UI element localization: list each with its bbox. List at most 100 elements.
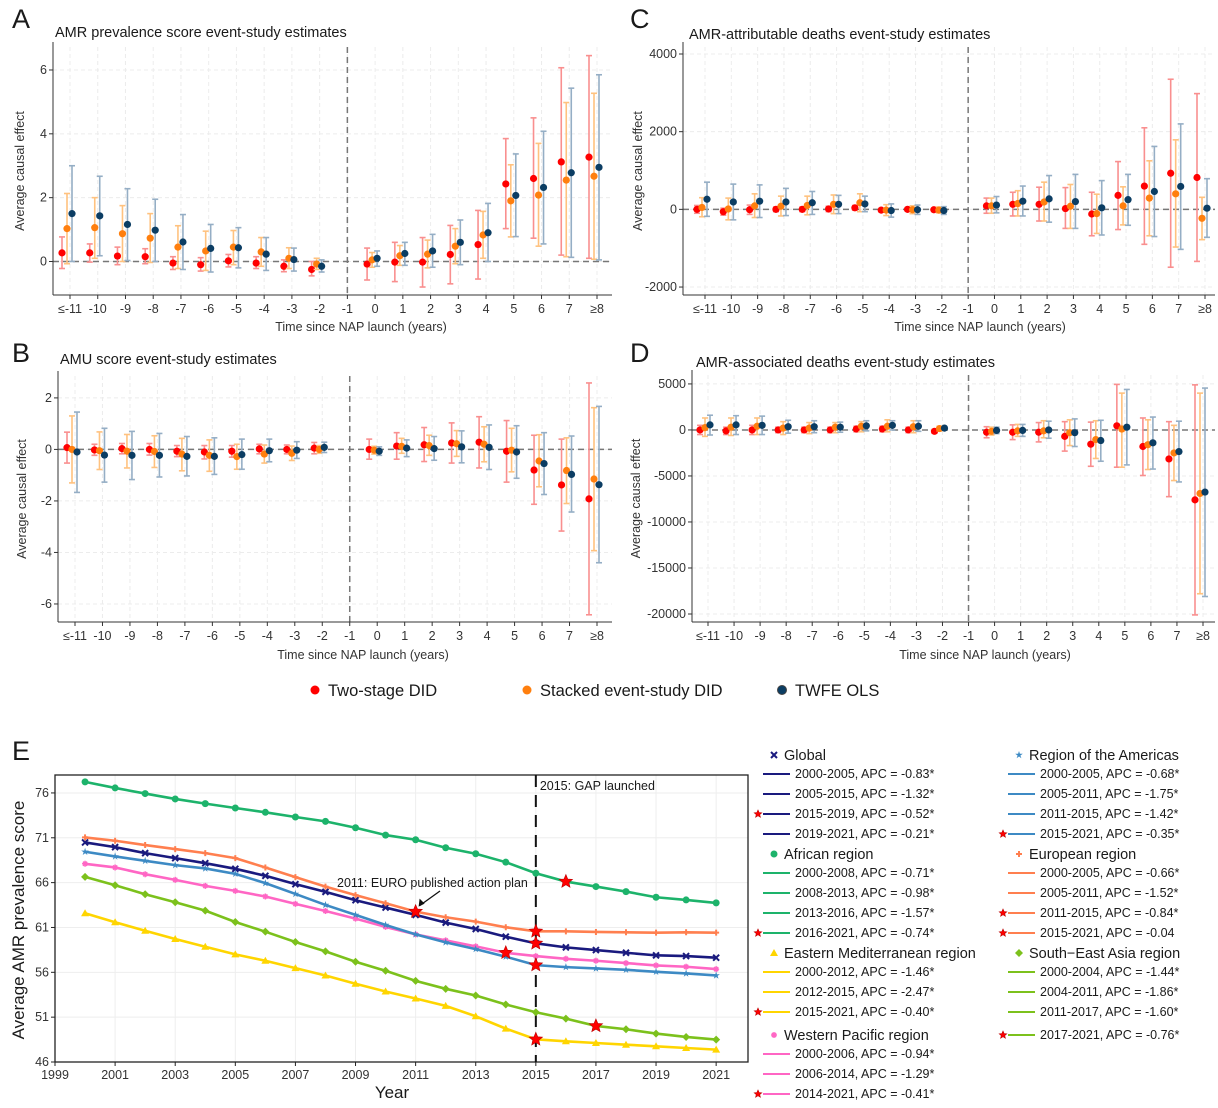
point-estimate — [1140, 182, 1148, 190]
point-estimate — [228, 447, 236, 455]
x-tick-label: -4 — [885, 629, 896, 643]
legend-segment-label: 2011-2015, APC = -0.84* — [1040, 906, 1179, 920]
plot-frame — [54, 774, 749, 1063]
point-estimate — [940, 424, 949, 432]
y-tick-label: 5000 — [658, 377, 686, 391]
x-tick-label: -5 — [231, 302, 242, 316]
x-tick-label: 2007 — [282, 1068, 310, 1082]
point-estimate — [485, 443, 493, 451]
point-estimate — [595, 163, 603, 171]
x-tick-label: ≥8 — [590, 302, 604, 316]
series-marker — [82, 834, 89, 841]
y-tick-label: 4000 — [649, 47, 677, 61]
legend-segment-label: 2012-2015, APC = -2.47* — [795, 985, 934, 999]
series-marker — [502, 952, 510, 960]
series-marker — [532, 953, 539, 960]
point-estimate — [428, 247, 437, 255]
point-estimate — [418, 258, 427, 266]
series-marker — [172, 846, 179, 853]
series-marker — [141, 890, 150, 899]
series-marker — [172, 876, 179, 883]
series-marker — [682, 969, 690, 977]
x-tick-label: 5 — [511, 629, 518, 643]
point-estimate — [100, 451, 109, 459]
point-estimate — [706, 421, 714, 429]
series-marker — [441, 984, 450, 993]
series-marker — [261, 872, 270, 880]
x-tick-label: 0 — [991, 302, 998, 316]
legend-segment-label: 2015-2019, APC = -0.52* — [795, 807, 934, 821]
x-tick-label: 3 — [1069, 629, 1076, 643]
series-marker — [472, 850, 480, 858]
y-tick-label: 76 — [35, 786, 49, 800]
x-tick-label: 2005 — [221, 1068, 249, 1082]
y-tick-label: 0 — [670, 202, 677, 216]
point-estimate — [562, 466, 571, 475]
legend-series-name: European region — [1029, 847, 1136, 863]
x-tick-label: 0 — [991, 629, 998, 643]
x-tick-label: -7 — [805, 302, 816, 316]
series-marker — [171, 795, 179, 803]
legend-segment-label: 2000-2005, APC = -0.66* — [1040, 866, 1179, 880]
series-marker — [261, 879, 270, 887]
x-tick-label: -6 — [831, 302, 842, 316]
series-marker — [472, 925, 480, 933]
x-tick-label: -9 — [752, 302, 763, 316]
series-marker — [232, 887, 239, 894]
point-estimate — [1201, 488, 1209, 496]
series-line — [84, 850, 717, 977]
point-estimate — [1203, 204, 1211, 212]
x-tick-label: 2001 — [101, 1068, 129, 1082]
x-axis-label: Time since NAP launch (years) — [277, 648, 449, 662]
series-marker — [622, 929, 629, 936]
point-estimate — [446, 250, 454, 259]
series-line — [84, 841, 717, 959]
joinpoint-star — [498, 945, 514, 960]
series-marker — [321, 947, 330, 956]
point-estimate — [992, 201, 1001, 209]
legend-segment-label: 2014-2021, APC = -0.41* — [795, 1087, 934, 1101]
series-marker — [682, 1044, 691, 1052]
x-tick-label: 6 — [539, 629, 546, 643]
x-tick-label: ≥8 — [1196, 629, 1210, 643]
point-estimate — [732, 421, 740, 429]
x-tick-label: -3 — [911, 629, 922, 643]
series-marker — [591, 1038, 600, 1046]
series-marker — [712, 1045, 721, 1053]
y-tick-label: 2000 — [649, 125, 677, 139]
series-marker — [683, 963, 690, 970]
point-estimate — [534, 191, 543, 199]
point-estimate — [150, 447, 159, 456]
x-tick-label: -2 — [317, 629, 328, 643]
x-tick-label: -1 — [963, 629, 974, 643]
series-marker — [322, 907, 329, 914]
x-tick-label: -1 — [344, 629, 355, 643]
point-estimate — [484, 229, 492, 237]
point-estimate — [982, 202, 991, 210]
y-tick-label: -6 — [41, 597, 52, 611]
point-estimate — [210, 452, 218, 460]
legend-segment-label: 2005-2015, APC = -1.32* — [795, 787, 934, 801]
legend-marker — [770, 850, 778, 858]
point-estimate — [758, 421, 766, 429]
x-tick-label: -2 — [314, 302, 325, 316]
panel-title: AMR-attributable deaths event-study esti… — [689, 27, 990, 43]
point-estimate — [68, 210, 76, 218]
series-line — [84, 912, 717, 1051]
point-estimate — [831, 423, 839, 431]
series-marker — [441, 938, 450, 946]
legend-segment-label: 2016-2021, APC = -0.74* — [795, 926, 934, 940]
y-axis-label: Average causal effect — [13, 111, 27, 231]
series-marker — [683, 929, 690, 936]
x-tick-label: ≤-11 — [696, 629, 720, 643]
series-marker — [112, 837, 119, 844]
series-marker — [141, 926, 150, 934]
x-tick-label: -6 — [203, 302, 214, 316]
series-marker — [441, 1001, 450, 1009]
point-estimate — [557, 481, 566, 489]
x-tick-label: 2013 — [462, 1068, 490, 1082]
legend-marker — [1015, 949, 1023, 957]
x-tick-label: ≥8 — [590, 629, 604, 643]
point-estimate — [940, 206, 948, 215]
